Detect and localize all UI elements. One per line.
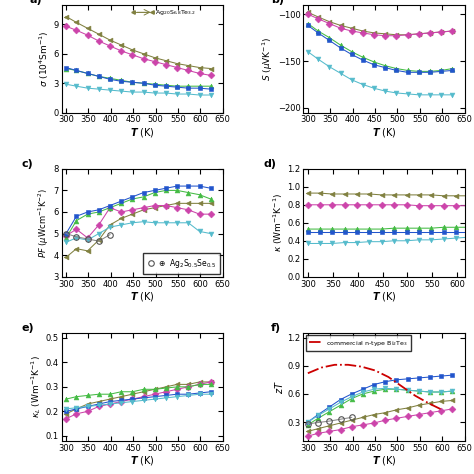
Legend: $\oplus$  Ag$_2$S$_{0.5}$Se$_{0.5}$: $\oplus$ Ag$_2$S$_{0.5}$Se$_{0.5}$ xyxy=(143,253,220,273)
Text: f): f) xyxy=(271,323,281,333)
Y-axis label: $zT$: $zT$ xyxy=(273,380,284,394)
Text: a): a) xyxy=(29,0,42,5)
Y-axis label: $S$ ($\mu$VK$^{-1}$): $S$ ($\mu$VK$^{-1}$) xyxy=(261,36,275,81)
Y-axis label: $\sigma$ (10$^4$Sm$^{-1}$): $\sigma$ (10$^4$Sm$^{-1}$) xyxy=(37,30,51,87)
X-axis label: $\bfit{T}$ (K): $\bfit{T}$ (K) xyxy=(372,454,396,467)
Legend: commercial n-type Bi$_2$Te$_3$: commercial n-type Bi$_2$Te$_3$ xyxy=(306,336,411,351)
Y-axis label: $\kappa_L$ (Wm$^{-1}$K$^{-1}$): $\kappa_L$ (Wm$^{-1}$K$^{-1}$) xyxy=(29,356,43,419)
X-axis label: $\bfit{T}$ (K): $\bfit{T}$ (K) xyxy=(372,290,396,303)
Text: b): b) xyxy=(271,0,284,5)
X-axis label: $\bfit{T}$ (K): $\bfit{T}$ (K) xyxy=(130,290,155,303)
Y-axis label: $\kappa$ (Wm$^{-1}$K$^{-1}$): $\kappa$ (Wm$^{-1}$K$^{-1}$) xyxy=(271,193,284,252)
X-axis label: $\bfit{T}$ (K): $\bfit{T}$ (K) xyxy=(372,126,396,139)
Text: d): d) xyxy=(263,159,276,169)
Text: Ag$_{20}$S$_{6.8}$Te$_{3.2}$: Ag$_{20}$S$_{6.8}$Te$_{3.2}$ xyxy=(155,8,196,17)
X-axis label: $\bfit{T}$ (K): $\bfit{T}$ (K) xyxy=(130,126,155,139)
X-axis label: $\bfit{T}$ (K): $\bfit{T}$ (K) xyxy=(130,454,155,467)
Text: e): e) xyxy=(21,323,34,333)
Text: c): c) xyxy=(21,159,33,169)
Y-axis label: $PF$ ($\mu$Wcm$^{-1}$K$^{-2}$): $PF$ ($\mu$Wcm$^{-1}$K$^{-2}$) xyxy=(36,188,51,258)
